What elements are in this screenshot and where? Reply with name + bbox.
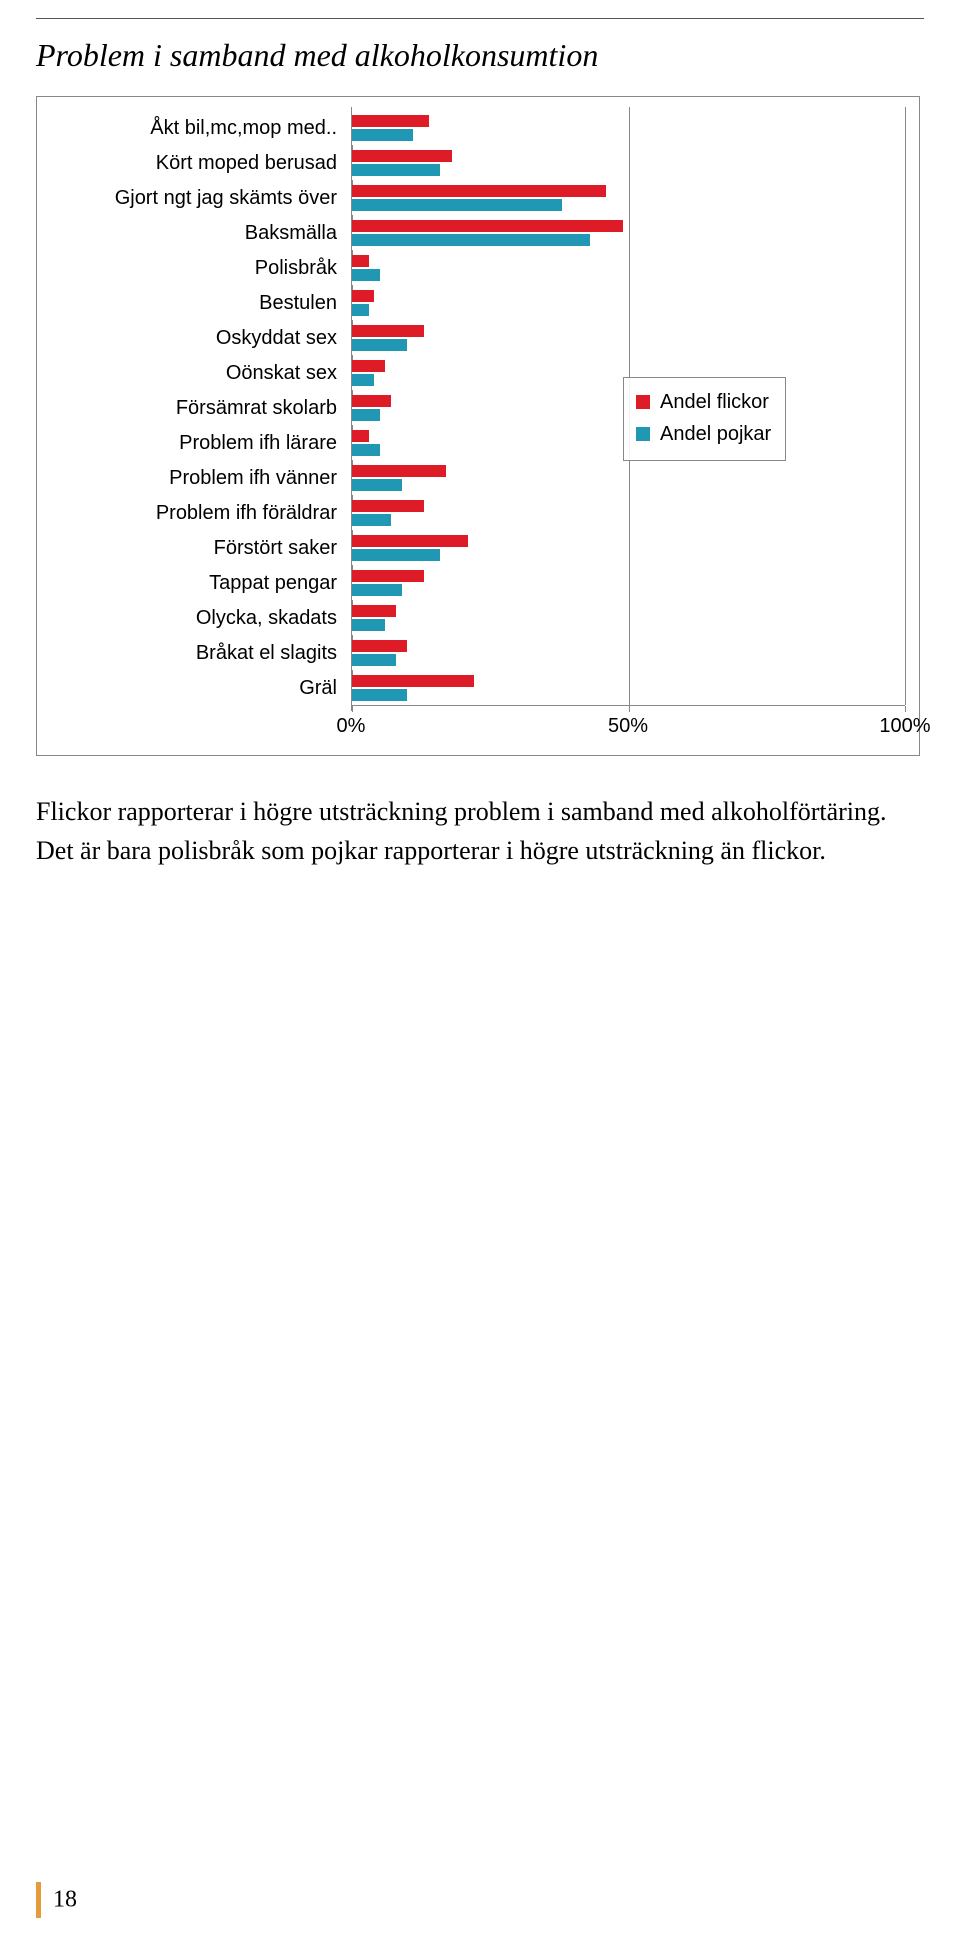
category-plot (351, 321, 905, 355)
bar-flickor (352, 325, 424, 337)
bar-flickor (352, 255, 369, 267)
category-row: Bestulen (51, 286, 905, 320)
legend-label: Andel flickor (660, 386, 769, 418)
category-label: Kört moped berusad (51, 146, 351, 180)
category-row: Förstört saker (51, 531, 905, 565)
x-axis: 0%50%100% (51, 713, 905, 741)
category-plot (351, 496, 905, 530)
category-row: Kört moped berusad (51, 146, 905, 180)
bar-flickor (352, 430, 369, 442)
category-row: Polisbråk (51, 251, 905, 285)
category-label: Gräl (51, 671, 351, 705)
bar-pojkar (352, 199, 562, 211)
bar-flickor (352, 395, 391, 407)
category-label: Tappat pengar (51, 566, 351, 600)
bar-pojkar (352, 164, 440, 176)
x-tick-label: 50% (608, 715, 648, 738)
bar-flickor (352, 465, 446, 477)
bar-flickor (352, 220, 623, 232)
category-plot (351, 111, 905, 145)
category-row: Olycka, skadats (51, 601, 905, 635)
category-label: Olycka, skadats (51, 601, 351, 635)
category-label: Förstört saker (51, 531, 351, 565)
category-plot (351, 601, 905, 635)
bar-pojkar (352, 584, 402, 596)
category-row: Bråkat el slagits (51, 636, 905, 670)
bar-flickor (352, 535, 468, 547)
page-number: 18 (36, 1882, 77, 1918)
category-plot (351, 531, 905, 565)
bar-pojkar (352, 234, 590, 246)
bar-pojkar (352, 479, 402, 491)
category-label: Åkt bil,mc,mop med.. (51, 111, 351, 145)
bar-pojkar (352, 654, 396, 666)
top-rule (36, 18, 924, 19)
bar-flickor (352, 570, 424, 582)
bar-pojkar (352, 514, 391, 526)
axis-baseline (51, 705, 905, 711)
category-plot (351, 181, 905, 215)
bar-flickor (352, 150, 452, 162)
bar-flickor (352, 115, 429, 127)
bar-pojkar (352, 409, 380, 421)
legend-item: Andel flickor (636, 386, 771, 418)
bar-flickor (352, 360, 385, 372)
category-plot (351, 636, 905, 670)
legend-swatch (636, 427, 650, 441)
body-text: Flickor rapporterar i högre utsträckning… (36, 792, 920, 870)
category-label: Problem ifh lärare (51, 426, 351, 460)
category-row: Tappat pengar (51, 566, 905, 600)
category-row: Baksmälla (51, 216, 905, 250)
bar-flickor (352, 500, 424, 512)
bar-pojkar (352, 129, 413, 141)
bar-pojkar (352, 304, 369, 316)
category-row: Gjort ngt jag skämts över (51, 181, 905, 215)
bar-pojkar (352, 339, 407, 351)
category-label: Baksmälla (51, 216, 351, 250)
category-label: Polisbråk (51, 251, 351, 285)
category-label: Bestulen (51, 286, 351, 320)
x-tick-label: 0% (337, 715, 366, 738)
page-number-value: 18 (53, 1887, 77, 1913)
bar-pojkar (352, 619, 385, 631)
category-label: Problem ifh vänner (51, 461, 351, 495)
category-label: Försämrat skolarb (51, 391, 351, 425)
bar-flickor (352, 640, 407, 652)
bar-flickor (352, 290, 374, 302)
category-plot (351, 146, 905, 180)
page-accent-bar (36, 1882, 41, 1918)
category-row: Problem ifh vänner (51, 461, 905, 495)
bar-flickor (352, 185, 606, 197)
category-plot (351, 671, 905, 705)
legend: Andel flickorAndel pojkar (623, 377, 786, 461)
chart: Åkt bil,mc,mop med..Kört moped berusadGj… (51, 107, 905, 741)
category-label: Oönskat sex (51, 356, 351, 390)
category-row: Åkt bil,mc,mop med.. (51, 111, 905, 145)
category-label: Bråkat el slagits (51, 636, 351, 670)
legend-label: Andel pojkar (660, 418, 771, 450)
category-plot (351, 251, 905, 285)
category-label: Problem ifh föräldrar (51, 496, 351, 530)
bar-flickor (352, 675, 474, 687)
bar-pojkar (352, 374, 374, 386)
category-plot (351, 216, 905, 250)
category-plot (351, 566, 905, 600)
legend-item: Andel pojkar (636, 418, 771, 450)
chart-container: Åkt bil,mc,mop med..Kört moped berusadGj… (36, 96, 920, 756)
category-row: Gräl (51, 671, 905, 705)
category-label: Oskyddat sex (51, 321, 351, 355)
category-plot (351, 286, 905, 320)
bar-flickor (352, 605, 396, 617)
x-tick-label: 100% (879, 715, 930, 738)
bar-pojkar (352, 549, 440, 561)
legend-swatch (636, 395, 650, 409)
category-row: Oskyddat sex (51, 321, 905, 355)
category-label: Gjort ngt jag skämts över (51, 181, 351, 215)
bar-pojkar (352, 269, 380, 281)
bar-pojkar (352, 444, 380, 456)
bar-pojkar (352, 689, 407, 701)
category-row: Problem ifh föräldrar (51, 496, 905, 530)
category-plot (351, 461, 905, 495)
chart-title: Problem i samband med alkoholkonsumtion (36, 37, 924, 74)
